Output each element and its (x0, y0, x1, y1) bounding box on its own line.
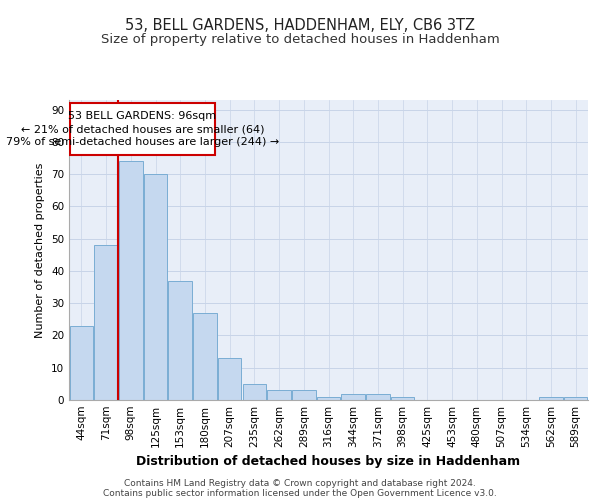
Bar (391, 397, 415, 400)
Bar (292, 390, 316, 400)
Text: Contains public sector information licensed under the Open Government Licence v3: Contains public sector information licen… (103, 488, 497, 498)
Text: 53, BELL GARDENS, HADDENHAM, ELY, CB6 3TZ: 53, BELL GARDENS, HADDENHAM, ELY, CB6 3T… (125, 18, 475, 32)
Bar (70, 326, 93, 400)
Bar (193, 313, 217, 400)
Y-axis label: Number of detached properties: Number of detached properties (35, 162, 46, 338)
Text: Contains HM Land Registry data © Crown copyright and database right 2024.: Contains HM Land Registry data © Crown c… (124, 478, 476, 488)
FancyBboxPatch shape (70, 103, 215, 155)
X-axis label: Distribution of detached houses by size in Haddenham: Distribution of detached houses by size … (136, 456, 521, 468)
Bar (341, 394, 365, 400)
Bar (169, 280, 192, 400)
Bar (539, 397, 563, 400)
Bar (242, 384, 266, 400)
Bar (366, 394, 389, 400)
Bar (564, 397, 587, 400)
Bar (317, 397, 340, 400)
Bar (94, 245, 118, 400)
Text: 53 BELL GARDENS: 96sqm
← 21% of detached houses are smaller (64)
79% of semi-det: 53 BELL GARDENS: 96sqm ← 21% of detached… (6, 111, 279, 147)
Bar (119, 162, 143, 400)
Bar (144, 174, 167, 400)
Bar (268, 390, 291, 400)
Bar (218, 358, 241, 400)
Text: Size of property relative to detached houses in Haddenham: Size of property relative to detached ho… (101, 32, 499, 46)
